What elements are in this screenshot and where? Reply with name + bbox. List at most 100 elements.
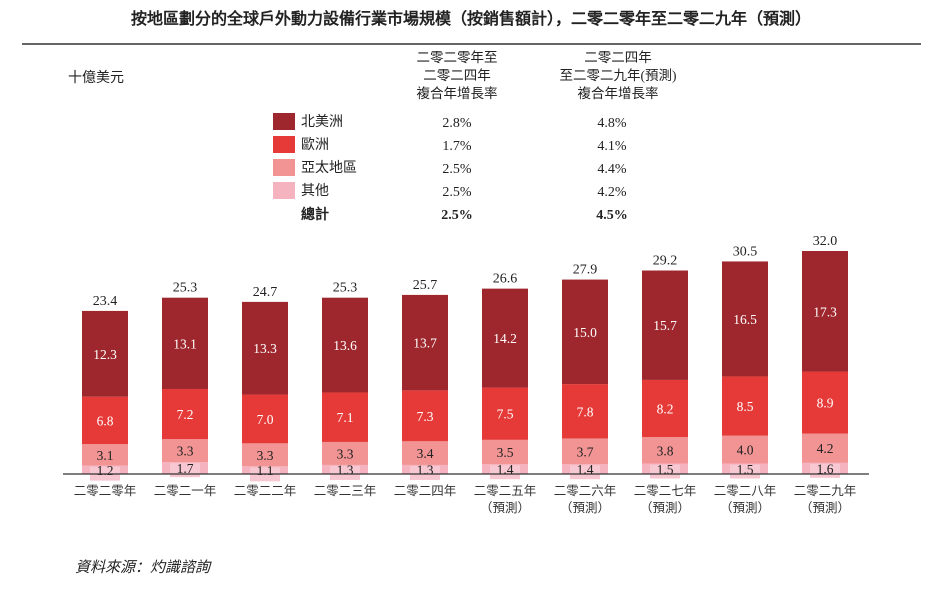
data-label: 3.3 (177, 444, 194, 459)
x-tick-label: 二零二零年 (74, 484, 137, 498)
cagr-2024-2029: 4.8% (597, 116, 627, 131)
data-label: 6.8 (97, 413, 114, 428)
legend-swatch (273, 113, 295, 130)
x-tick-label: 二零二三年 (314, 484, 377, 498)
label-box (730, 464, 760, 479)
data-label: 15.0 (573, 325, 597, 340)
data-label: 13.7 (413, 336, 437, 351)
bar-segment-亞太地區 (562, 438, 608, 465)
bar-segment-歐洲 (162, 388, 208, 440)
cagr-2024-2029: 4.2% (597, 185, 627, 200)
total-label: 25.7 (413, 278, 438, 293)
bar-segment-北美洲 (322, 297, 368, 393)
total-label: 25.3 (333, 281, 358, 296)
data-label: 1.6 (817, 461, 834, 476)
total-label: 32.0 (813, 234, 838, 249)
cagr-2024-2029: 4.4% (597, 162, 627, 177)
bar-segment-北美洲 (162, 297, 208, 389)
cagr-2020-2024: 2.8% (442, 116, 472, 131)
bar-segment-歐洲 (562, 384, 608, 439)
data-label: 1.5 (737, 462, 754, 477)
x-tick-label: 二零二八年 (714, 484, 777, 498)
data-label: 16.5 (733, 312, 757, 327)
bar-segment-亞太地區 (722, 435, 768, 464)
cagr-2020-2024: 1.7% (442, 139, 472, 154)
bar-segment-歐洲 (322, 392, 368, 442)
bar-segment-北美洲 (642, 270, 688, 380)
x-tick-label: （預測） (640, 501, 690, 515)
bar-segment-亞太地區 (642, 437, 688, 464)
data-label: 14.2 (493, 331, 517, 346)
bar-segment-亞太地區 (162, 439, 208, 463)
bar-segment-北美洲 (562, 279, 608, 385)
data-label: 7.5 (497, 407, 514, 422)
cagr-header-line: 複合年增長率 (417, 85, 498, 101)
chart-title: 按地區劃分的全球戶外動力設備行業市場規模（按銷售額計），二零二零年至二零二九年（… (131, 9, 811, 28)
bar-segment-歐洲 (642, 379, 688, 438)
x-tick-label: 二零二九年 (794, 484, 857, 498)
data-label: 3.4 (417, 446, 434, 461)
cagr-total-2020-2024: 2.5% (441, 208, 473, 223)
data-label: 1.5 (657, 462, 674, 477)
bar-segment-亞太地區 (82, 444, 128, 466)
data-label: 3.5 (497, 445, 514, 460)
source-note: 資料來源：灼識諮詢 (75, 559, 212, 576)
x-tick-label: 二零二七年 (634, 484, 697, 498)
data-label: 8.5 (737, 399, 754, 414)
data-label: 7.2 (177, 407, 194, 422)
data-label: 3.1 (97, 448, 114, 463)
cagr-header-line: 二零二四年 (584, 50, 652, 65)
cagr-header-line: 至二零二九年(預測) (560, 68, 677, 83)
cagr-header-line: 二零二零年至 (417, 50, 498, 65)
data-label: 13.6 (333, 338, 357, 353)
data-label: 15.7 (653, 318, 677, 333)
bar-segment-北美洲 (242, 301, 288, 395)
x-tick-label: （預測） (800, 501, 850, 515)
bar-segment-歐洲 (242, 394, 288, 444)
data-label: 12.3 (93, 347, 117, 362)
data-label: 3.8 (657, 443, 674, 458)
data-label: 3.3 (337, 446, 354, 461)
cagr-2020-2024: 2.5% (442, 185, 472, 200)
x-tick-label: （預測） (720, 501, 770, 515)
x-tick-label: 二零二六年 (554, 484, 617, 498)
data-label: 1.4 (497, 462, 514, 477)
bar-segment-北美洲 (82, 310, 128, 397)
data-label: 7.0 (257, 412, 274, 427)
total-label: 24.7 (253, 285, 278, 300)
total-label: 30.5 (733, 244, 758, 259)
bar-segment-歐洲 (482, 387, 528, 440)
legend-label: 北美洲 (301, 114, 343, 130)
data-label: 3.7 (577, 444, 594, 459)
label-box (330, 465, 360, 480)
label-box (570, 465, 600, 480)
x-tick-label: （預測） (560, 501, 610, 515)
label-box (410, 465, 440, 480)
bar-segment-亞太地區 (322, 441, 368, 465)
bar-segment-亞太地區 (242, 443, 288, 467)
data-label: 7.1 (337, 410, 354, 425)
bar-segment-北美洲 (722, 261, 768, 377)
data-label: 8.2 (657, 401, 674, 416)
data-label: 1.7 (177, 461, 194, 476)
bar-segment-歐洲 (722, 376, 768, 436)
label-box (490, 465, 520, 480)
legend-swatch (273, 136, 295, 153)
x-tick-label: 二零二一年 (154, 484, 217, 498)
data-label: 4.2 (817, 441, 834, 456)
bar-segment-歐洲 (82, 396, 128, 445)
bar-segment-北美洲 (482, 288, 528, 388)
total-label: 25.3 (173, 281, 198, 296)
bar-segment-北美洲 (802, 251, 848, 372)
legend-swatch (273, 159, 295, 176)
cagr-2020-2024: 2.5% (442, 162, 472, 177)
legend-label: 其他 (301, 183, 329, 199)
data-label: 17.3 (813, 304, 837, 319)
bar-segment-亞太地區 (482, 439, 528, 465)
data-label: 4.0 (737, 443, 754, 458)
total-label: 29.2 (653, 254, 678, 269)
y-axis-unit: 十億美元 (68, 70, 124, 86)
data-label: 7.3 (417, 409, 434, 424)
